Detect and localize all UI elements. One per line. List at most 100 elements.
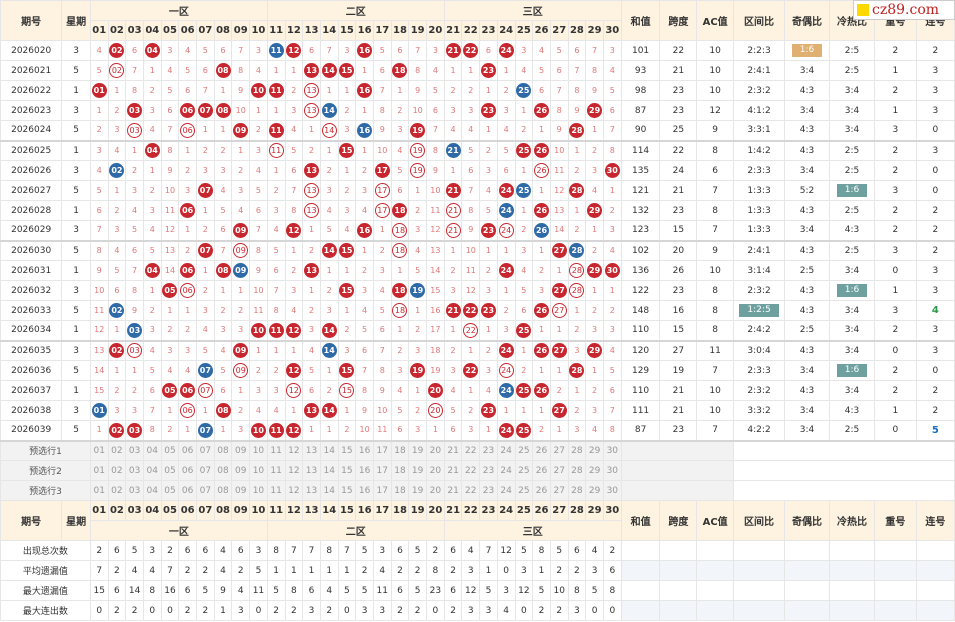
selection-number[interactable]: 02 (107, 460, 127, 481)
selection-number[interactable]: 05 (160, 480, 180, 501)
selection-number[interactable]: 29 (585, 440, 604, 461)
selection-number[interactable]: 10 (249, 480, 268, 501)
selection-number[interactable]: 25 (514, 440, 534, 461)
selection-number[interactable]: 01 (89, 440, 109, 461)
selection-number[interactable]: 22 (461, 460, 481, 481)
selection-number[interactable]: 07 (196, 480, 215, 501)
selection-number[interactable]: 03 (125, 460, 144, 481)
selection-number[interactable]: 18 (390, 440, 410, 461)
selection-number[interactable]: 19 (408, 440, 427, 461)
selection-number[interactable]: 24 (496, 460, 516, 481)
selection-number[interactable]: 14 (319, 460, 339, 481)
selection-number[interactable]: 06 (178, 460, 197, 481)
selection-number[interactable]: 20 (426, 480, 445, 501)
selection-number[interactable]: 30 (602, 480, 622, 501)
selection-number[interactable]: 20 (426, 460, 445, 481)
selection-number[interactable]: 16 (355, 480, 374, 501)
selection-number[interactable]: 21 (443, 480, 463, 501)
selection-number[interactable]: 04 (142, 440, 162, 461)
selection-number[interactable]: 27 (549, 440, 569, 461)
selection-number[interactable]: 29 (585, 460, 604, 481)
selection-number[interactable]: 22 (461, 480, 481, 501)
selection-number[interactable]: 03 (125, 480, 144, 501)
selection-number[interactable]: 16 (355, 460, 374, 481)
selection-number[interactable]: 22 (461, 440, 481, 461)
selection-number[interactable]: 27 (549, 480, 569, 501)
selection-number[interactable]: 17 (372, 460, 392, 481)
selection-number[interactable]: 26 (532, 480, 551, 501)
number-cell: 3 (266, 200, 286, 221)
selection-number[interactable]: 05 (160, 440, 180, 461)
drawn-ball: 06 (180, 383, 196, 398)
selection-number[interactable]: 14 (319, 440, 339, 461)
selection-number[interactable]: 26 (532, 440, 551, 461)
selection-number[interactable]: 28 (567, 440, 587, 461)
selection-number[interactable]: 18 (390, 480, 410, 501)
selection-number[interactable]: 24 (496, 440, 516, 461)
selection-number[interactable]: 11 (266, 460, 286, 481)
selection-number[interactable]: 12 (284, 460, 304, 481)
selection-number[interactable]: 17 (372, 480, 392, 501)
selection-number[interactable]: 19 (408, 460, 427, 481)
selection-number[interactable]: 06 (178, 440, 197, 461)
selection-number[interactable]: 12 (284, 480, 304, 501)
selection-number[interactable]: 05 (160, 460, 180, 481)
selection-number[interactable]: 10 (249, 440, 268, 461)
selection-number[interactable]: 01 (89, 480, 109, 501)
selection-number[interactable]: 09 (231, 460, 251, 481)
selection-number[interactable]: 16 (355, 440, 374, 461)
selection-number[interactable]: 20 (426, 440, 445, 461)
selection-number[interactable]: 21 (443, 460, 463, 481)
selection-number[interactable]: 25 (514, 460, 534, 481)
selection-number[interactable]: 13 (302, 480, 321, 501)
selection-number[interactable]: 29 (585, 480, 604, 501)
selection-number[interactable]: 02 (107, 440, 127, 461)
selection-number[interactable]: 09 (231, 480, 251, 501)
selection-number[interactable]: 11 (266, 440, 286, 461)
number-cell: 29 (585, 260, 604, 281)
selection-number[interactable]: 26 (532, 460, 551, 481)
selection-number[interactable]: 25 (514, 480, 534, 501)
selection-number[interactable]: 08 (213, 460, 233, 481)
selection-number[interactable]: 19 (408, 480, 427, 501)
selection-number[interactable]: 30 (602, 460, 622, 481)
selection-number[interactable]: 06 (178, 480, 197, 501)
selection-number[interactable]: 15 (337, 460, 357, 481)
selection-number[interactable]: 04 (142, 480, 162, 501)
selection-number[interactable]: 18 (390, 460, 410, 481)
selection-number[interactable]: 15 (337, 440, 357, 461)
selection-number[interactable]: 12 (284, 440, 304, 461)
selection-number[interactable]: 28 (567, 460, 587, 481)
selection-number[interactable]: 17 (372, 440, 392, 461)
selection-number[interactable]: 28 (567, 480, 587, 501)
stat-value: 2 (532, 600, 551, 621)
selection-number[interactable]: 08 (213, 480, 233, 501)
selection-number[interactable]: 03 (125, 440, 144, 461)
selection-number[interactable]: 13 (302, 440, 321, 461)
selection-number[interactable]: 23 (479, 440, 498, 461)
selection-number[interactable]: 21 (443, 440, 463, 461)
selection-number[interactable]: 30 (602, 440, 622, 461)
selection-number[interactable]: 14 (319, 480, 339, 501)
selection-number[interactable]: 11 (266, 480, 286, 501)
drawn-ball: 12 (286, 222, 302, 238)
selection-number[interactable]: 23 (479, 480, 498, 501)
site-logo[interactable]: cz89.com (853, 0, 955, 20)
drawn-ball: 15 (339, 143, 355, 159)
selection-number[interactable]: 09 (231, 440, 251, 461)
selection-number[interactable]: 01 (89, 460, 109, 481)
header-issue[interactable]: 期号 (0, 0, 63, 41)
selection-number[interactable]: 24 (496, 480, 516, 501)
selection-number[interactable]: 13 (302, 460, 321, 481)
number-cell: 02 (107, 340, 127, 361)
selection-number[interactable]: 23 (479, 460, 498, 481)
selection-number[interactable]: 02 (107, 480, 127, 501)
selection-number[interactable]: 04 (142, 460, 162, 481)
odd-even-cell: 3:4 (784, 100, 831, 121)
selection-number[interactable]: 08 (213, 440, 233, 461)
selection-number[interactable]: 10 (249, 460, 268, 481)
selection-number[interactable]: 27 (549, 460, 569, 481)
selection-number[interactable]: 07 (196, 460, 215, 481)
selection-number[interactable]: 15 (337, 480, 357, 501)
selection-number[interactable]: 07 (196, 440, 215, 461)
